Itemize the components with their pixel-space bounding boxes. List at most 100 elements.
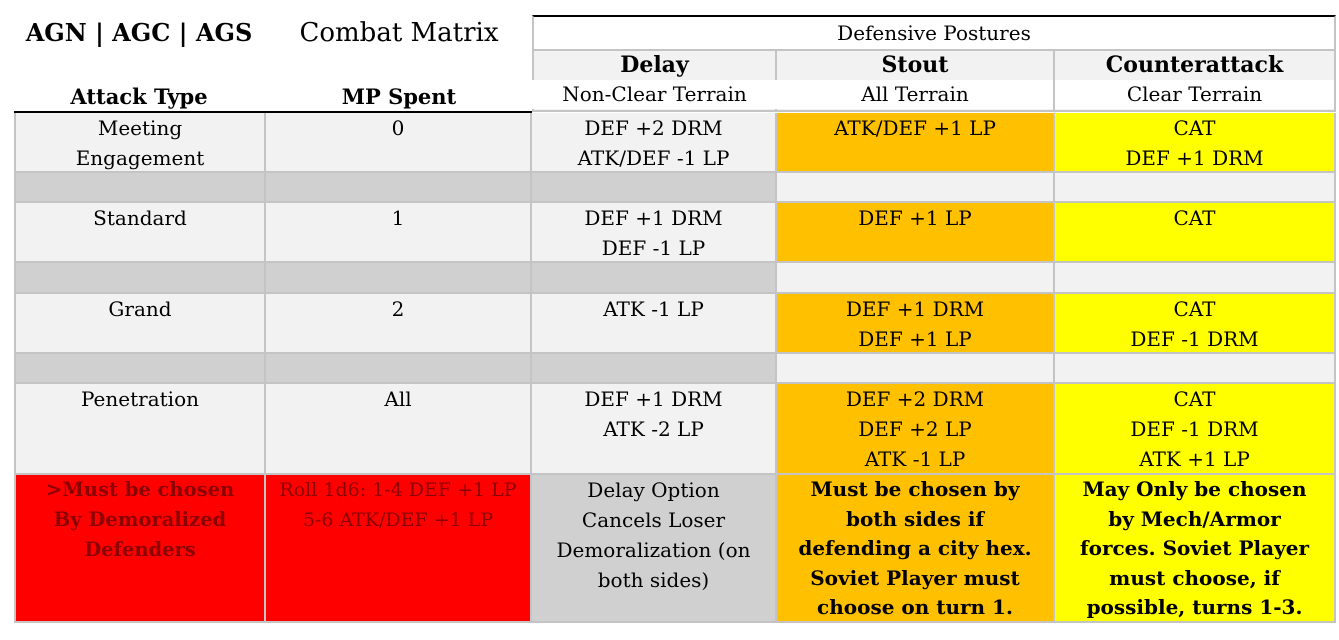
notes-counterattack: May Only be chosen by Mech/Armor forces.… bbox=[1055, 475, 1336, 623]
header-delay-name: Delay bbox=[620, 52, 689, 78]
defensive-postures-label: Defensive Postures bbox=[837, 21, 1031, 45]
header-delay-terrain: Non-Clear Terrain bbox=[532, 80, 777, 109]
note-line: Must be chosen by bbox=[810, 477, 1020, 501]
stout-effect: ATK -1 LP bbox=[864, 447, 966, 471]
row-1-stout: ATK/DEF +1 LP bbox=[777, 113, 1055, 173]
row-3-delay: ATK -1 LP bbox=[532, 294, 777, 354]
notes-stout: Must be chosen by both sides if defendin… bbox=[777, 475, 1055, 623]
delay-effect: DEF +1 DRM bbox=[584, 206, 723, 230]
note-line: May Only be chosen bbox=[1082, 477, 1307, 501]
delay-effect: DEF +1 DRM bbox=[584, 387, 723, 411]
col-mp-spent: MP Spent bbox=[341, 84, 457, 109]
notes-attack-type: >Must be chosen By Demoralized Defenders bbox=[14, 475, 266, 623]
mp-value: All bbox=[384, 387, 412, 411]
mp-value: 0 bbox=[391, 116, 405, 140]
counterattack-effect: DEF -1 DRM bbox=[1130, 417, 1259, 441]
delay-effect: ATK -1 LP bbox=[603, 297, 704, 321]
row-1-mp: 0 bbox=[266, 113, 532, 173]
header-counterattack-name: Counterattack bbox=[1105, 52, 1284, 78]
attack-type-line: Standard bbox=[93, 206, 187, 230]
attack-type-line: Meeting bbox=[97, 116, 183, 140]
note-line: possible, turns 1-3. bbox=[1086, 595, 1303, 619]
stout-effect: DEF +1 DRM bbox=[845, 297, 985, 321]
title-groups: AGN | AGC | AGS bbox=[25, 18, 253, 47]
notes-delay: Delay Option Cancels Loser Demoralizatio… bbox=[532, 475, 777, 623]
row-2-attack-type: Standard bbox=[14, 203, 266, 263]
row-4-stout: DEF +2 DRM DEF +2 LP ATK -1 LP bbox=[777, 384, 1055, 475]
spacer-row bbox=[777, 354, 1055, 384]
delay-effect: DEF +2 DRM bbox=[584, 116, 723, 140]
row-2-delay: DEF +1 DRM DEF -1 LP bbox=[532, 203, 777, 263]
notes-mp: Roll 1d6: 1-4 DEF +1 LP 5-6 ATK/DEF +1 L… bbox=[266, 475, 532, 623]
attack-type-line: Engagement bbox=[75, 146, 205, 170]
row-3-attack-type: Grand bbox=[14, 294, 266, 354]
title-matrix: Combat Matrix bbox=[299, 18, 499, 48]
delay-effect: ATK -2 LP bbox=[603, 417, 704, 441]
counterattack-effect: ATK +1 LP bbox=[1139, 447, 1250, 471]
row-3-stout: DEF +1 DRM DEF +1 LP bbox=[777, 294, 1055, 354]
note-line: Delay Option bbox=[587, 478, 720, 502]
note-line: Defenders bbox=[84, 538, 196, 561]
col-attack-type: Attack Type bbox=[70, 84, 208, 109]
row-3-mp: 2 bbox=[266, 294, 532, 354]
row-2-mp: 1 bbox=[266, 203, 532, 263]
counterattack-effect: DEF -1 DRM bbox=[1130, 327, 1259, 351]
spacer-row bbox=[1055, 354, 1336, 384]
spacer-row bbox=[777, 263, 1055, 294]
header-stout-terrain: All Terrain bbox=[777, 80, 1053, 109]
row-1-attack-type: Meeting Engagement bbox=[14, 113, 266, 173]
header-counterattack: Counterattack Clear Terrain bbox=[1055, 51, 1336, 112]
note-line: by Mech/Armor bbox=[1108, 506, 1281, 531]
header-stout: Stout All Terrain bbox=[777, 51, 1055, 112]
counterattack-effect: DEF +1 DRM bbox=[1125, 146, 1264, 170]
note-line: Roll 1d6: 1-4 DEF +1 LP bbox=[279, 479, 517, 501]
header-divider bbox=[14, 111, 532, 113]
note-line: 5-6 ATK/DEF +1 LP bbox=[302, 509, 494, 531]
header-delay: Delay Non-Clear Terrain bbox=[532, 51, 777, 112]
spacer-row bbox=[532, 263, 777, 294]
spacer-row bbox=[1055, 173, 1336, 203]
spacer-row bbox=[532, 354, 777, 384]
row-4-attack-type: Penetration bbox=[14, 384, 266, 475]
spacer-row bbox=[532, 173, 777, 203]
note-line: By Demoralized bbox=[53, 508, 227, 531]
row-4-mp: All bbox=[266, 384, 532, 475]
mp-value: 2 bbox=[391, 297, 405, 321]
row-1-counterattack: CAT DEF +1 DRM bbox=[1055, 113, 1336, 173]
mp-value: 1 bbox=[391, 206, 405, 230]
spacer-row bbox=[14, 263, 266, 294]
spacer-row bbox=[777, 173, 1055, 203]
row-4-delay: DEF +1 DRM ATK -2 LP bbox=[532, 384, 777, 475]
note-line: both sides if bbox=[845, 506, 985, 531]
note-line: >Must be chosen bbox=[45, 478, 235, 501]
stout-effect: ATK/DEF +1 LP bbox=[834, 116, 996, 140]
row-2-counterattack: CAT bbox=[1055, 203, 1336, 263]
row-4-counterattack: CAT DEF -1 DRM ATK +1 LP bbox=[1055, 384, 1336, 475]
delay-effect: DEF -1 LP bbox=[601, 236, 706, 260]
attack-type-line: Grand bbox=[108, 297, 172, 321]
row-1-delay: DEF +2 DRM ATK/DEF -1 LP bbox=[532, 113, 777, 173]
note-line: Demoralization (on bbox=[556, 538, 751, 562]
note-line: must choose, if bbox=[1109, 565, 1280, 590]
stout-effect: DEF +1 LP bbox=[858, 206, 972, 230]
note-line: Soviet Player must bbox=[810, 565, 1020, 590]
defensive-postures-header: Defensive Postures bbox=[532, 15, 1336, 51]
attack-type-line: Penetration bbox=[81, 387, 199, 411]
counterattack-effect: CAT bbox=[1173, 387, 1216, 411]
note-line: Cancels Loser bbox=[581, 508, 726, 532]
header-counterattack-terrain: Clear Terrain bbox=[1055, 80, 1334, 109]
spacer-row bbox=[14, 354, 266, 384]
note-line: choose on turn 1. bbox=[817, 595, 1013, 619]
row-2-stout: DEF +1 LP bbox=[777, 203, 1055, 263]
stout-effect: DEF +2 DRM bbox=[845, 387, 985, 411]
counterattack-effect: CAT bbox=[1173, 206, 1216, 230]
spacer-row bbox=[14, 173, 266, 203]
counterattack-effect: CAT bbox=[1173, 297, 1216, 321]
spacer-row bbox=[266, 354, 532, 384]
spacer-row bbox=[1055, 263, 1336, 294]
spacer-row bbox=[266, 263, 532, 294]
stout-effect: DEF +1 LP bbox=[858, 327, 972, 351]
note-line: forces. Soviet Player bbox=[1080, 536, 1309, 560]
stout-effect: DEF +2 LP bbox=[858, 417, 972, 441]
counterattack-effect: CAT bbox=[1173, 116, 1216, 140]
